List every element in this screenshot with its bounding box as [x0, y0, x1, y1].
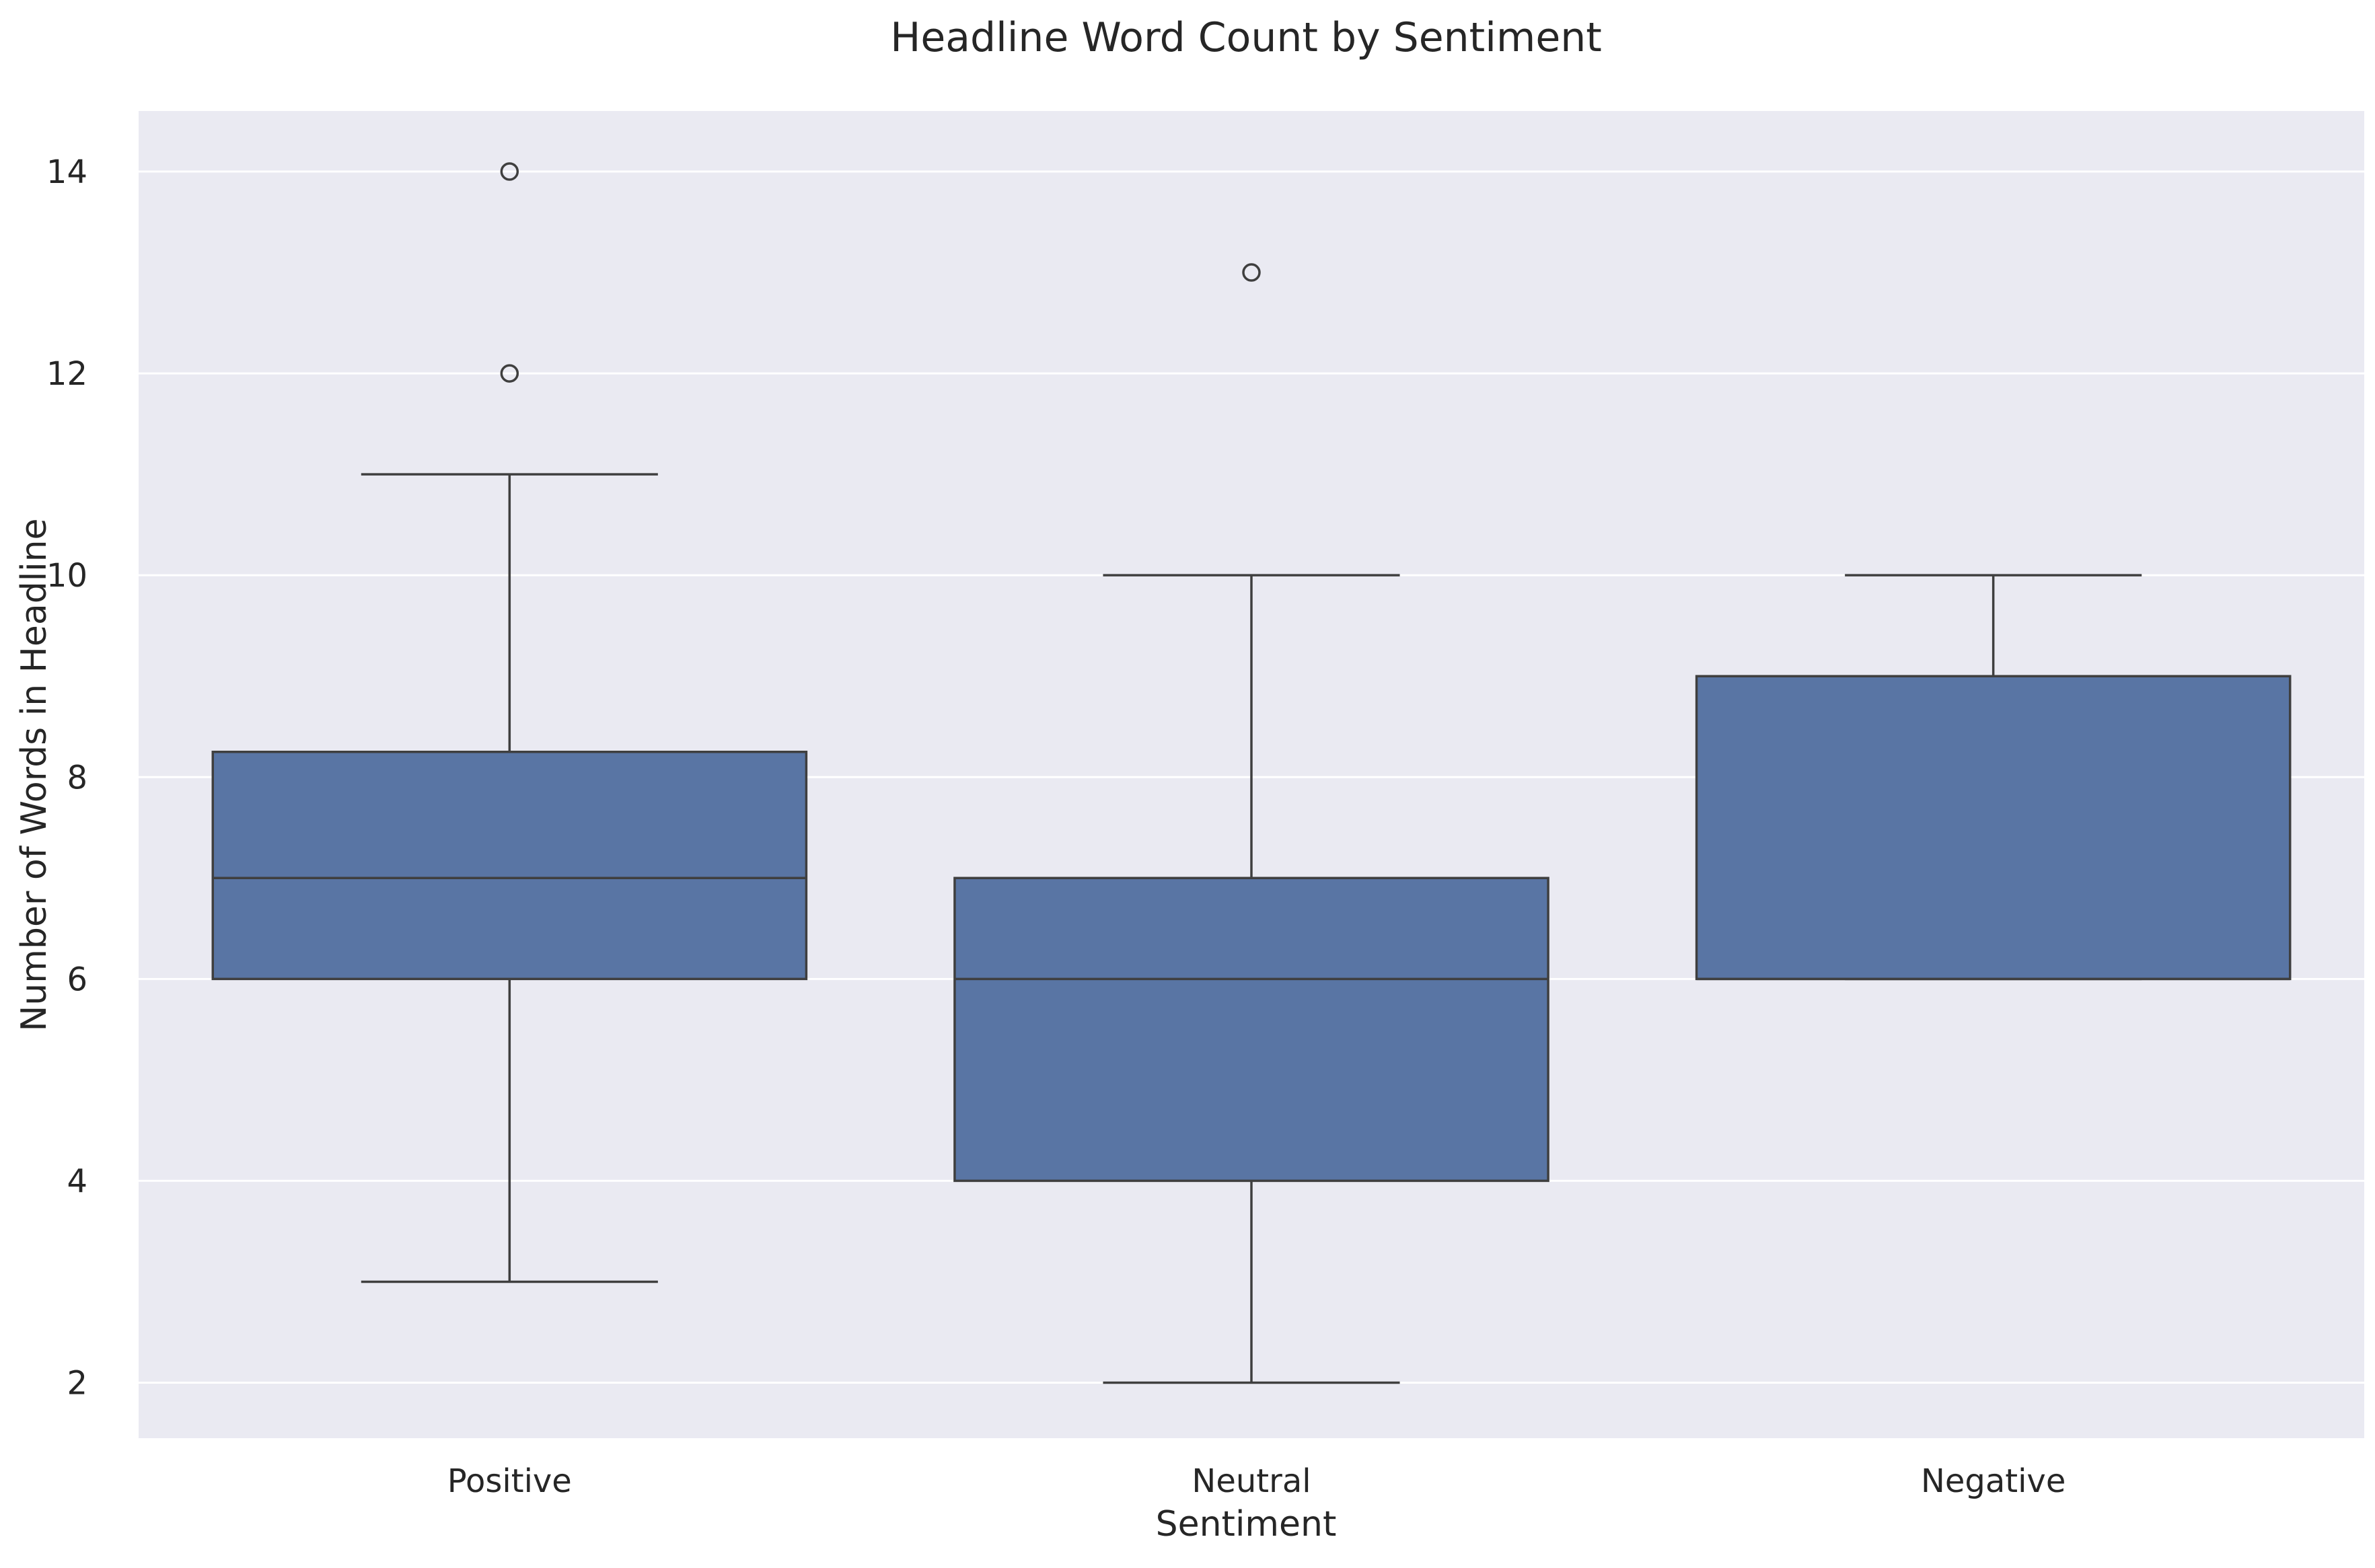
box-positive: [211, 162, 808, 1283]
y-tick-label: 4: [67, 1162, 87, 1200]
y-tick-label: 12: [46, 355, 87, 393]
outlier-point: [500, 162, 519, 181]
y-tick-label: 14: [46, 153, 87, 191]
iqr-box: [953, 876, 1549, 1183]
chart-title: Headline Word Count by Sentiment: [890, 14, 1602, 61]
y-axis-label: Number of Words in Headline: [14, 518, 54, 1031]
y-tick-label: 6: [67, 961, 87, 998]
x-tick-labels: Positive Neutral Negative: [447, 1462, 2066, 1500]
iqr-box: [1695, 675, 2292, 981]
x-axis-label: Sentiment: [1156, 1504, 1337, 1544]
y-tick-label: 8: [67, 759, 87, 796]
boxes-layer: [211, 162, 2292, 1384]
y-tick-label: 10: [46, 557, 87, 595]
x-tick-label: Positive: [447, 1462, 572, 1500]
x-tick-label: Negative: [1921, 1462, 2066, 1500]
outlier-point: [1242, 263, 1261, 282]
y-tick-label: 2: [67, 1364, 87, 1402]
box-neutral: [953, 263, 1549, 1384]
outlier-point: [500, 364, 519, 383]
x-tick-label: Neutral: [1192, 1462, 1311, 1500]
iqr-box: [211, 750, 808, 981]
y-tick-labels: 2 4 6 8 10 12 14: [46, 153, 87, 1402]
box-negative: [1695, 574, 2292, 981]
